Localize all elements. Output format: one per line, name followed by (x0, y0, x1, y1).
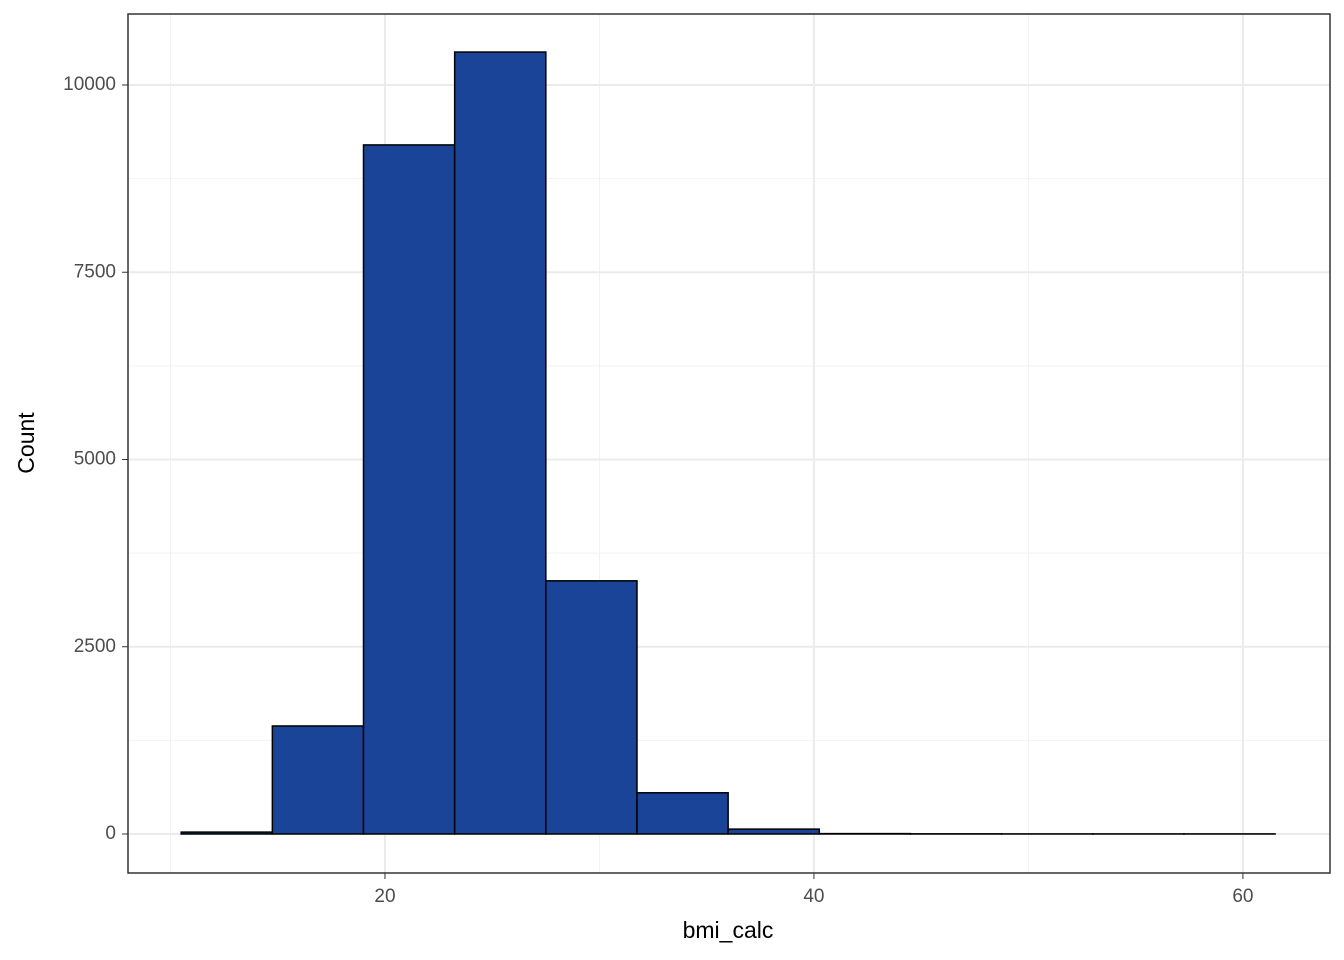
y-axis-title: Count (13, 412, 39, 474)
y-tick-label: 2500 (74, 636, 116, 657)
panel-border (127, 13, 1331, 874)
bar (362, 144, 456, 835)
y-tick-label: 10000 (63, 74, 116, 95)
x-axis-title: bmi_calc (683, 917, 774, 943)
bar (271, 725, 365, 835)
bar (453, 51, 547, 835)
bar (727, 828, 821, 835)
bar (636, 792, 729, 835)
x-tick-label: 40 (803, 886, 824, 907)
y-tick-label: 0 (105, 823, 116, 844)
bar (180, 831, 274, 835)
y-tick-label: 5000 (74, 449, 116, 470)
y-tick-label: 7500 (74, 261, 116, 282)
bar (545, 580, 638, 835)
x-tick-label: 60 (1232, 886, 1253, 907)
x-tick-label: 20 (374, 886, 395, 907)
